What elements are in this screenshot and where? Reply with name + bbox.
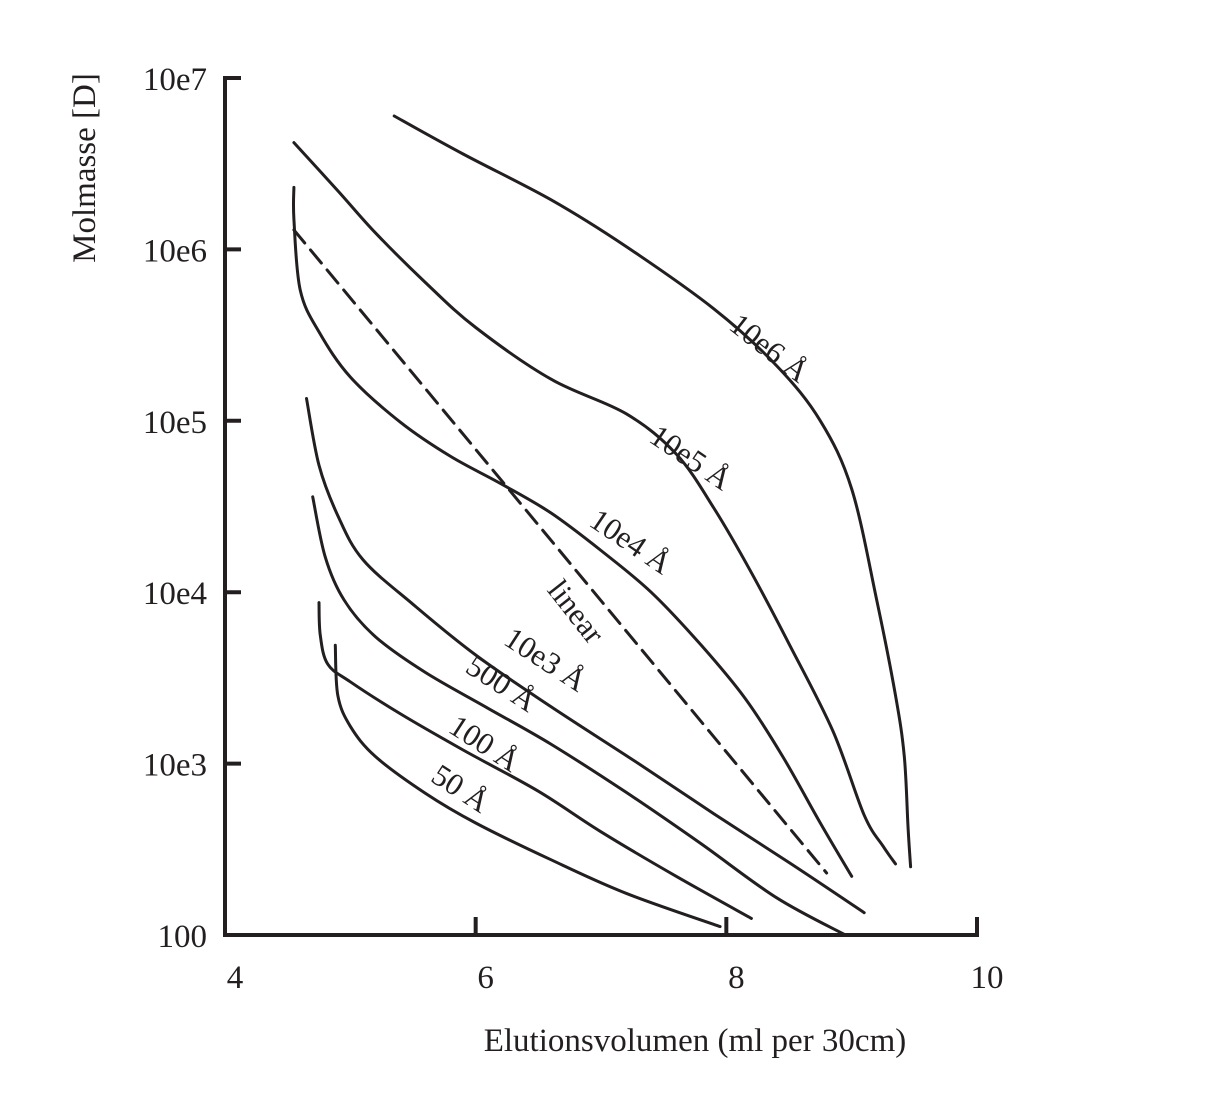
curve-label-10e4-a: 10e4 Å bbox=[584, 502, 679, 582]
curve-label-10e6-a: 10e6 Å bbox=[723, 306, 816, 390]
curve-label-10e5-a: 10e5 Å bbox=[644, 418, 739, 498]
curve-label-linear: linear bbox=[541, 573, 612, 651]
x-tick-label: 8 bbox=[728, 960, 745, 996]
curve-10e3-a bbox=[305, 397, 866, 915]
y-tick-label: 10e5 bbox=[143, 405, 207, 441]
y-tick-label: 10e6 bbox=[143, 233, 207, 269]
curve-100-a bbox=[317, 601, 753, 920]
x-axis-title: Elutionsvolumen (ml per 30cm) bbox=[484, 1023, 907, 1059]
curve-label-50-a: 50 Å bbox=[426, 757, 497, 820]
y-tick-label: 10e3 bbox=[143, 748, 207, 784]
x-tick-label: 10 bbox=[971, 960, 1004, 996]
curve-10e6-a bbox=[392, 114, 913, 869]
x-tick-label: 6 bbox=[477, 960, 494, 996]
y-tick-label: 10e7 bbox=[143, 62, 207, 98]
y-axis-title: Molmasse [D] bbox=[67, 73, 103, 263]
curve-linear bbox=[292, 228, 829, 875]
x-tick-label: 4 bbox=[227, 960, 244, 996]
axes-layer: 100 10e3 10e4 10e5 10e6 10e7 4 6 8 10 Elutionsvolu… bbox=[67, 62, 1004, 1059]
curves-layer bbox=[291, 114, 913, 937]
y-tick-label: 10e4 bbox=[143, 576, 207, 612]
y-tick-label: 100 bbox=[158, 919, 208, 955]
curve-50-a bbox=[333, 643, 722, 929]
curve-10e5-a bbox=[292, 141, 897, 866]
curve-10e4-a bbox=[291, 185, 854, 878]
curve-500-a bbox=[311, 495, 847, 937]
